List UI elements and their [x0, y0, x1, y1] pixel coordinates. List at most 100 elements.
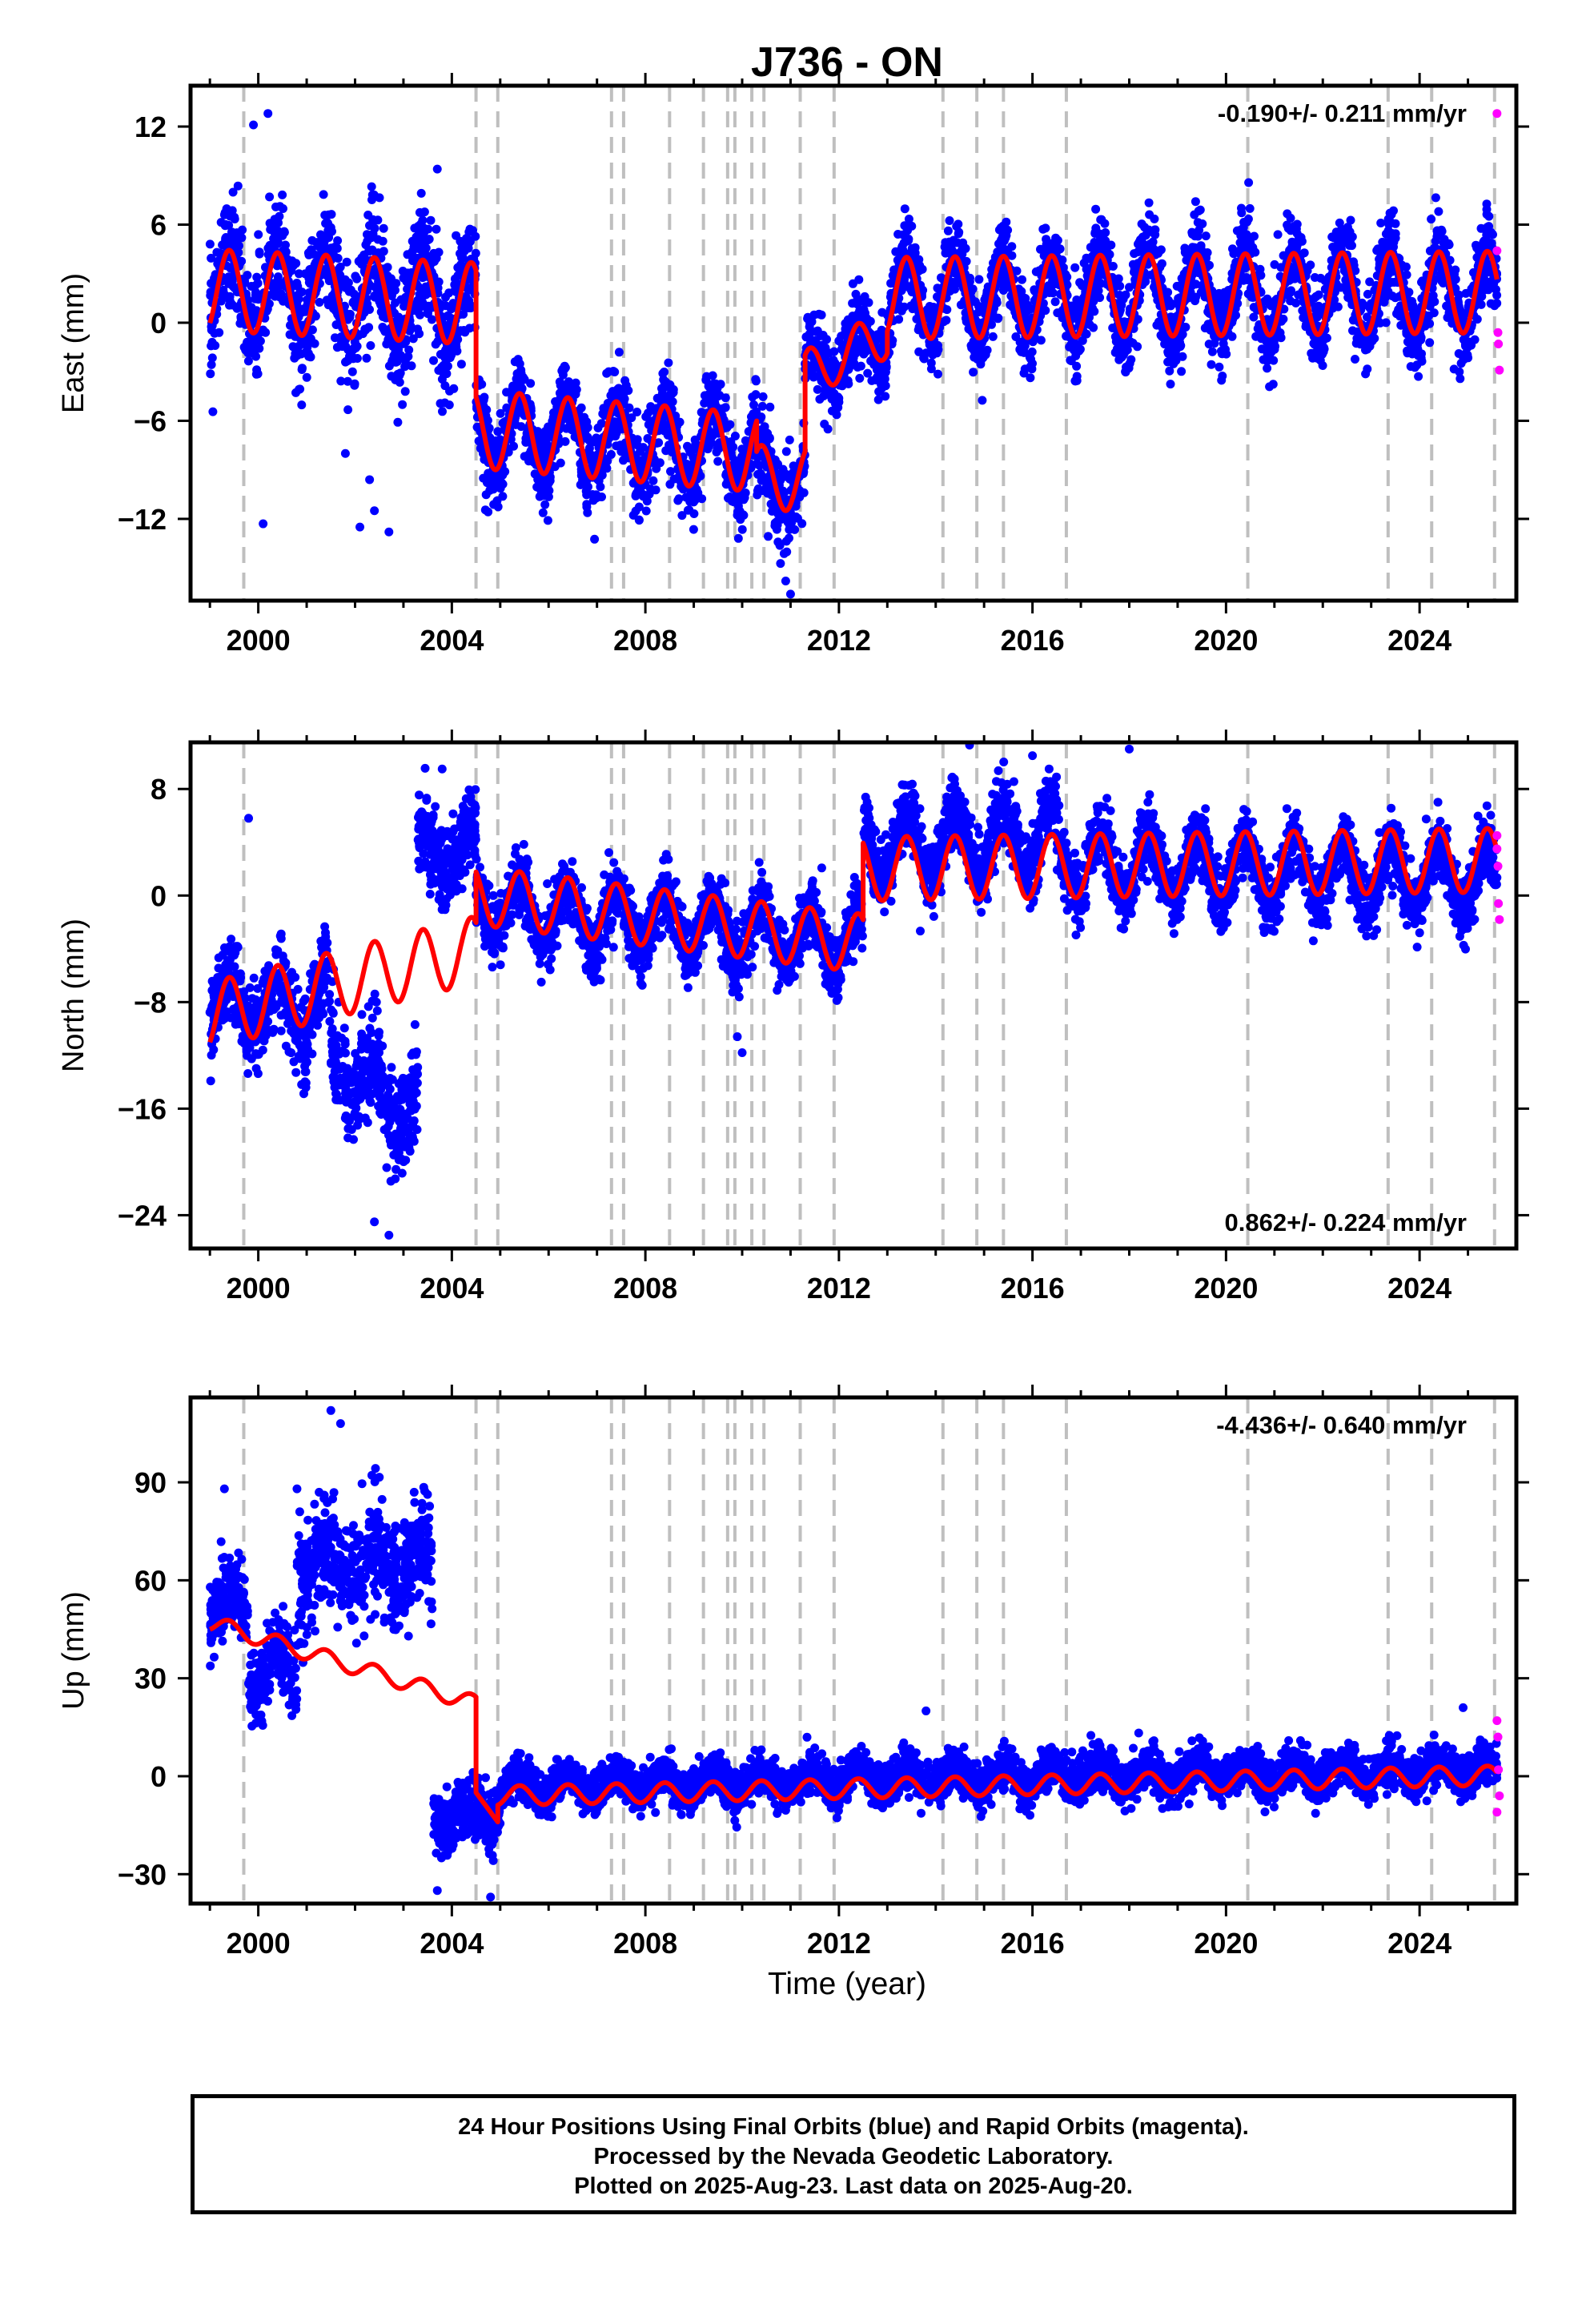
data-point: [634, 515, 644, 525]
data-point: [1273, 230, 1283, 239]
data-point: [317, 232, 327, 242]
data-point: [383, 336, 393, 346]
data-point: [749, 400, 758, 409]
data-point: [347, 367, 357, 376]
data-point: [481, 490, 491, 500]
data-point: [580, 412, 589, 422]
data-point: [498, 470, 508, 480]
data-point: [689, 509, 699, 518]
data-point: [1191, 296, 1200, 306]
data-point: [460, 328, 470, 337]
data-point: [1250, 231, 1259, 241]
data-point: [331, 242, 340, 251]
data-point: [331, 333, 339, 343]
data-point: [206, 369, 215, 379]
data-point: [1244, 178, 1254, 187]
data-point: [407, 251, 416, 261]
data-point: [1096, 215, 1106, 224]
data-point: [488, 485, 498, 494]
data-point: [369, 190, 379, 199]
data-point: [363, 211, 373, 219]
data-point: [813, 326, 822, 336]
data-point: [226, 263, 235, 273]
data-point: [398, 400, 408, 409]
data-point: [243, 356, 253, 366]
data-point: [526, 379, 536, 388]
data-point: [978, 396, 987, 405]
data-point: [1319, 347, 1328, 356]
data-point: [379, 247, 388, 256]
data-point: [434, 277, 444, 287]
data-point: [592, 493, 600, 503]
data-point: [590, 534, 600, 544]
data-point: [831, 360, 841, 370]
data-point: [394, 312, 404, 322]
data-point: [1216, 346, 1226, 356]
data-point: [240, 276, 249, 286]
data-point: [407, 361, 416, 371]
data-point: [538, 480, 548, 489]
data-point: [1249, 312, 1259, 322]
data-point: [366, 341, 375, 350]
data-point: [632, 440, 642, 450]
data-point: [509, 441, 518, 451]
data-point: [721, 393, 730, 403]
data-point: [593, 423, 603, 432]
data-point: [921, 348, 931, 358]
data-point: [853, 363, 862, 372]
data-point: [1042, 239, 1051, 249]
data-point: [342, 257, 351, 267]
data-point: [493, 427, 503, 436]
data-point: [729, 442, 738, 452]
data-point: [205, 239, 215, 249]
data-point: [1227, 332, 1237, 341]
data-point: [1425, 338, 1435, 348]
data-point: [352, 274, 362, 283]
data-point: [781, 537, 791, 546]
data-point: [1290, 223, 1299, 232]
data-point: [665, 380, 675, 389]
data-point: [271, 202, 280, 211]
data-point: [559, 380, 568, 390]
data-point: [525, 456, 535, 465]
data-point: [297, 287, 307, 297]
data-point: [307, 338, 316, 348]
data-point: [766, 499, 776, 509]
data-point: [1215, 362, 1224, 372]
data-point: [429, 356, 438, 365]
data-point: [515, 378, 524, 388]
data-point: [776, 559, 785, 569]
data-point: [1156, 245, 1166, 255]
data-point: [614, 348, 624, 357]
data-point: [426, 215, 436, 225]
data-point: [785, 435, 794, 444]
data-point: [228, 300, 237, 310]
data-point: [297, 308, 307, 316]
data-point: [251, 369, 261, 379]
data-point: [215, 328, 224, 337]
data-point: [806, 336, 816, 345]
data-point: [298, 364, 307, 373]
data-point: [781, 469, 790, 479]
data-point: [1072, 376, 1082, 385]
data-point: [632, 408, 642, 416]
data-point: [853, 294, 862, 304]
data-point: [456, 360, 466, 369]
data-point: [273, 238, 283, 247]
data-point: [1286, 296, 1295, 306]
data-point: [540, 500, 550, 509]
data-point: [254, 230, 263, 239]
data-point: [331, 320, 341, 329]
data-point: [718, 404, 728, 413]
data-point: [624, 403, 634, 412]
data-point: [416, 188, 426, 198]
data-point: [537, 448, 547, 457]
data-point: [345, 309, 355, 319]
data-point: [408, 334, 418, 344]
data-point: [274, 218, 283, 227]
data-point: [367, 182, 376, 191]
data-point: [516, 365, 526, 375]
data-point: [297, 400, 307, 410]
data-point: [324, 300, 334, 309]
data-point: [513, 356, 522, 366]
